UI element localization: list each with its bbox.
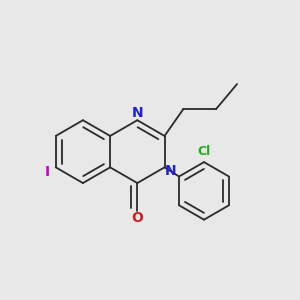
Text: I: I [45, 165, 50, 179]
Text: N: N [131, 106, 143, 120]
Text: O: O [131, 211, 143, 225]
Text: Cl: Cl [197, 145, 211, 158]
Text: N: N [165, 164, 177, 178]
